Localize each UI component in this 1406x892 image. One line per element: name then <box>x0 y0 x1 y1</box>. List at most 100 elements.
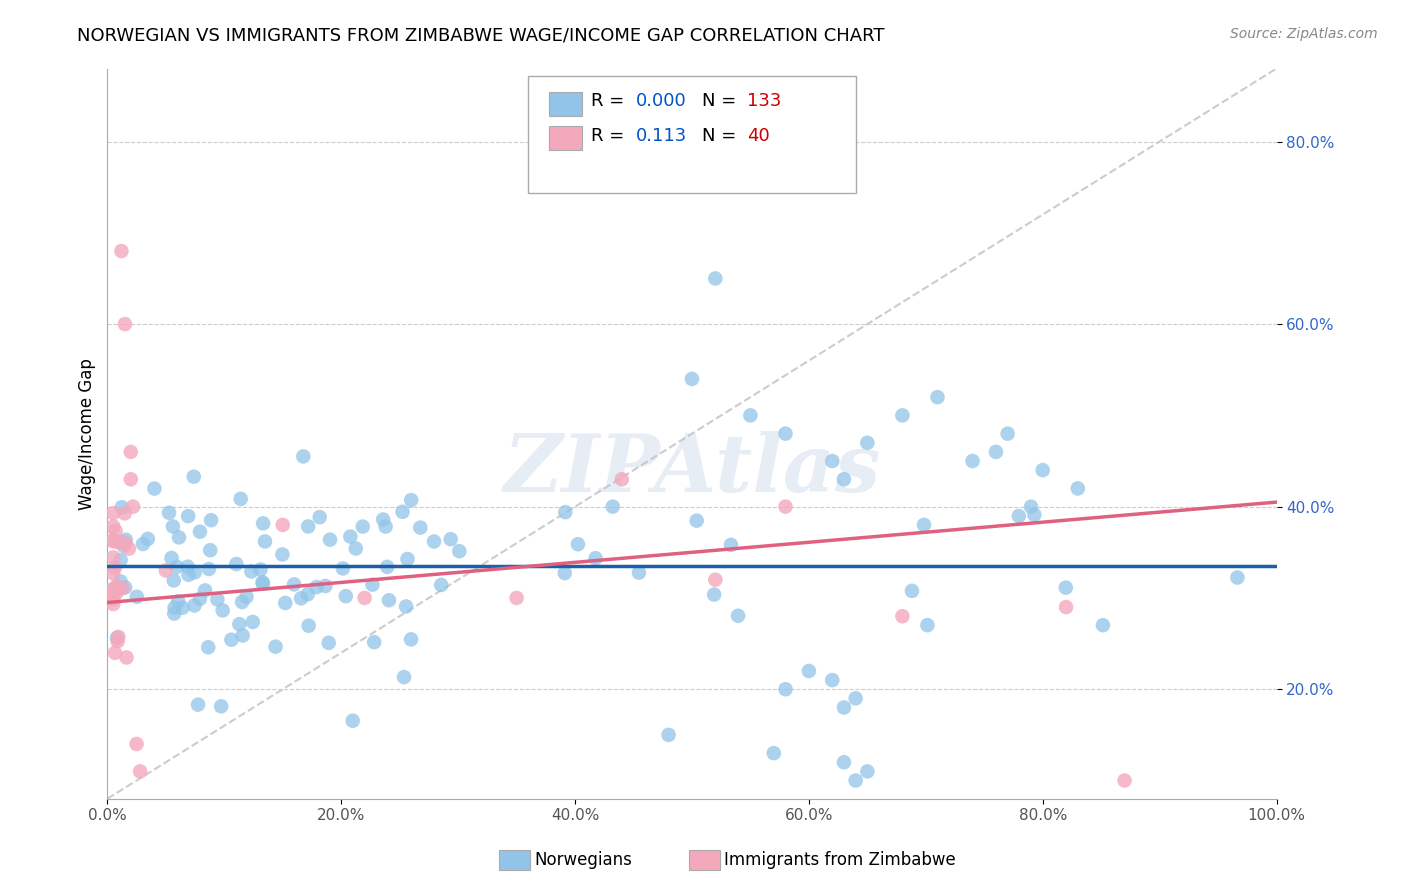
Point <box>183 469 205 483</box>
Point <box>183 599 205 613</box>
Point <box>252 516 274 531</box>
Point <box>200 543 222 558</box>
Point <box>194 583 217 598</box>
Point <box>704 573 727 587</box>
Point <box>176 559 198 574</box>
Point <box>253 534 276 549</box>
Point <box>114 536 136 550</box>
Point <box>1226 570 1249 584</box>
Point <box>567 537 589 551</box>
Point <box>775 682 797 697</box>
Point <box>172 600 194 615</box>
Point <box>305 580 328 594</box>
Point <box>361 577 384 591</box>
Point <box>430 578 453 592</box>
Point <box>129 764 152 779</box>
Point <box>155 564 177 578</box>
Point <box>125 590 148 604</box>
Point <box>1067 482 1090 496</box>
Point <box>184 566 207 580</box>
Text: NORWEGIAN VS IMMIGRANTS FROM ZIMBABWE WAGE/INCOME GAP CORRELATION CHART: NORWEGIAN VS IMMIGRANTS FROM ZIMBABWE WA… <box>77 27 884 45</box>
Point <box>111 500 134 515</box>
Point <box>339 530 361 544</box>
Point <box>114 317 136 331</box>
Point <box>125 737 148 751</box>
Point <box>118 541 141 556</box>
Point <box>1054 581 1077 595</box>
Point <box>292 450 315 464</box>
Point <box>409 520 432 534</box>
Point <box>225 557 247 571</box>
Point <box>297 587 319 601</box>
Point <box>252 576 274 591</box>
Point <box>163 607 186 621</box>
Point <box>762 746 785 760</box>
Point <box>602 500 624 514</box>
Text: ZIPAtlas: ZIPAtlas <box>503 432 880 509</box>
Point <box>344 541 367 556</box>
Point <box>103 582 125 596</box>
Point <box>319 533 342 547</box>
Point <box>335 589 357 603</box>
Point <box>162 519 184 533</box>
Text: 133: 133 <box>747 93 782 111</box>
Point <box>912 517 935 532</box>
Point <box>1024 508 1046 522</box>
Point <box>122 500 145 514</box>
Point <box>399 632 422 647</box>
Point <box>103 534 125 549</box>
Point <box>103 597 125 611</box>
Point <box>228 617 250 632</box>
Point <box>111 581 134 595</box>
Point <box>554 566 576 580</box>
Point <box>395 599 418 614</box>
Point <box>249 562 271 576</box>
Point <box>318 636 340 650</box>
Point <box>856 764 879 779</box>
Point <box>353 591 375 605</box>
Point <box>120 472 142 486</box>
Point <box>157 506 180 520</box>
Point <box>200 513 222 527</box>
Point <box>1019 500 1042 514</box>
Point <box>104 524 127 538</box>
Point <box>352 519 374 533</box>
Point <box>423 534 446 549</box>
Point <box>1032 463 1054 477</box>
Point <box>110 574 132 589</box>
Point <box>132 537 155 551</box>
Point <box>290 591 312 606</box>
Point <box>775 500 797 514</box>
Point <box>235 590 257 604</box>
Point <box>209 699 232 714</box>
Point <box>373 512 395 526</box>
Point <box>901 583 924 598</box>
Point <box>177 567 200 582</box>
Point <box>856 435 879 450</box>
Point <box>832 756 855 770</box>
Point <box>167 594 190 608</box>
Point <box>917 618 939 632</box>
Point <box>845 773 868 788</box>
Text: 0.000: 0.000 <box>636 93 686 111</box>
Point <box>232 628 254 642</box>
Point <box>298 618 321 632</box>
Point <box>703 588 725 602</box>
Point <box>391 505 413 519</box>
Point <box>103 519 125 533</box>
Point <box>821 454 844 468</box>
Point <box>1091 618 1114 632</box>
Point <box>505 591 527 605</box>
Point <box>1008 509 1031 524</box>
Point <box>832 700 855 714</box>
Point <box>136 532 159 546</box>
Point <box>160 551 183 566</box>
Point <box>115 650 138 665</box>
Point <box>374 519 396 533</box>
Point <box>440 532 463 546</box>
Point <box>271 548 294 562</box>
Point <box>103 506 125 520</box>
Point <box>845 691 868 706</box>
Point <box>143 482 166 496</box>
Point <box>187 698 209 712</box>
